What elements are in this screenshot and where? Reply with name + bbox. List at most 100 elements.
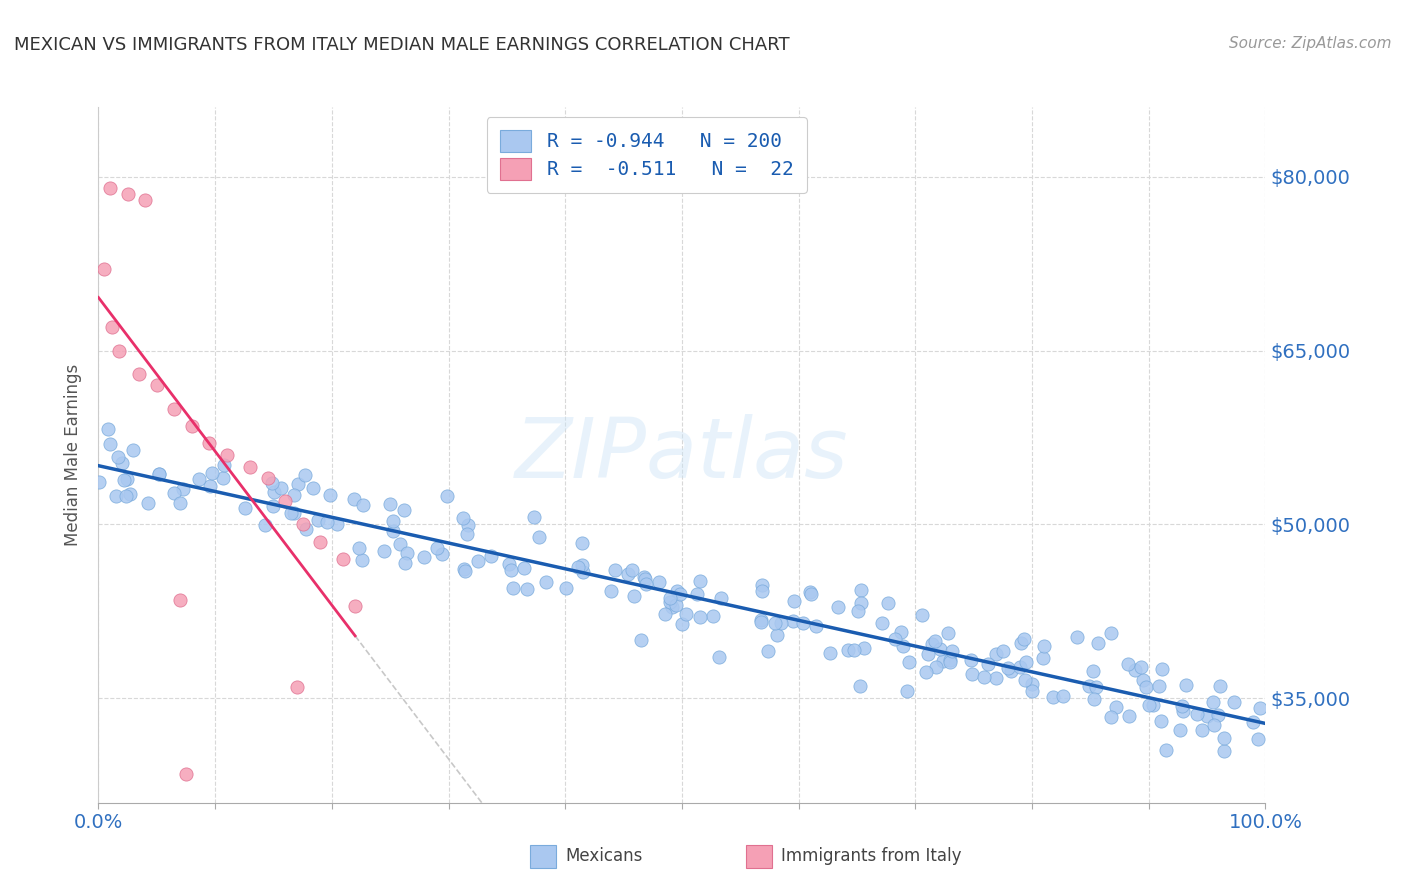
Point	[212, 458, 235, 472]
Point	[932, 654, 955, 668]
Point	[617, 567, 640, 582]
Point	[648, 574, 671, 589]
Point	[1083, 692, 1105, 706]
Point	[498, 557, 520, 571]
Point	[1142, 698, 1164, 713]
Point	[148, 467, 170, 481]
Point	[87, 475, 110, 490]
Point	[1247, 732, 1270, 747]
Point	[1223, 695, 1246, 709]
Point	[686, 587, 709, 601]
Point	[211, 471, 233, 485]
Point	[1123, 663, 1146, 677]
Point	[174, 766, 197, 781]
Point	[1241, 714, 1264, 729]
Point	[307, 513, 329, 527]
Point	[1135, 680, 1157, 694]
Point	[921, 637, 943, 651]
Point	[1185, 706, 1208, 721]
Text: Source: ZipAtlas.com: Source: ZipAtlas.com	[1229, 36, 1392, 51]
Point	[263, 485, 285, 500]
Point	[702, 609, 724, 624]
Point	[1174, 678, 1197, 692]
Point	[1105, 700, 1128, 714]
Point	[665, 598, 688, 612]
Point	[756, 644, 779, 658]
Point	[837, 642, 859, 657]
Point	[1032, 639, 1054, 653]
Point	[749, 615, 772, 629]
Point	[567, 560, 589, 574]
Point	[1032, 651, 1054, 665]
Point	[97, 421, 120, 435]
Point	[98, 437, 121, 451]
Point	[201, 466, 224, 480]
Point	[800, 587, 823, 601]
Point	[665, 584, 688, 599]
Point	[1209, 679, 1232, 693]
Point	[146, 378, 169, 392]
Point	[239, 459, 262, 474]
Point	[872, 616, 894, 631]
Point	[962, 666, 984, 681]
Point	[1170, 699, 1192, 714]
Point	[1173, 704, 1195, 718]
Point	[1010, 636, 1032, 650]
Point	[792, 615, 814, 630]
Point	[105, 489, 128, 503]
Point	[911, 607, 934, 622]
Point	[117, 186, 139, 201]
Point	[997, 661, 1019, 675]
Point	[436, 489, 458, 503]
Point	[453, 562, 475, 576]
Point	[172, 482, 194, 496]
Point	[846, 604, 869, 618]
Point	[344, 599, 367, 613]
Point	[215, 448, 238, 462]
Point	[295, 522, 318, 536]
Point	[936, 626, 959, 640]
Point	[984, 671, 1007, 685]
Point	[122, 443, 145, 458]
Point	[136, 496, 159, 510]
Text: MEXICAN VS IMMIGRANTS FROM ITALY MEDIAN MALE EARNINGS CORRELATION CHART: MEXICAN VS IMMIGRANTS FROM ITALY MEDIAN …	[14, 36, 790, 54]
Point	[343, 491, 366, 506]
Point	[883, 632, 905, 646]
Point	[98, 181, 121, 195]
Point	[960, 652, 983, 666]
Point	[818, 646, 841, 660]
Point	[479, 549, 502, 564]
Point	[1099, 626, 1122, 640]
Point	[274, 494, 297, 508]
Point	[1021, 677, 1043, 691]
Point	[316, 515, 339, 529]
Point	[1150, 662, 1173, 676]
Point	[349, 541, 371, 555]
Point	[291, 517, 314, 532]
Point	[283, 506, 305, 520]
Point	[233, 500, 256, 515]
Point	[853, 641, 876, 656]
Point	[1014, 673, 1036, 688]
Point	[924, 660, 946, 674]
Point	[1213, 744, 1236, 758]
Point	[1081, 664, 1104, 678]
Point	[115, 489, 138, 503]
Point	[169, 592, 191, 607]
Point	[287, 476, 309, 491]
Point	[1084, 680, 1107, 694]
Point	[389, 537, 412, 551]
Point	[93, 262, 115, 277]
Point	[426, 541, 449, 556]
Point	[394, 556, 416, 570]
Point	[689, 609, 711, 624]
Point	[806, 619, 828, 633]
Point	[1099, 710, 1122, 724]
Point	[675, 607, 697, 621]
Point	[799, 584, 821, 599]
Point	[630, 632, 652, 647]
Text: ZIPatlas: ZIPatlas	[515, 415, 849, 495]
FancyBboxPatch shape	[747, 846, 772, 868]
Point	[457, 518, 479, 533]
Point	[671, 616, 693, 631]
